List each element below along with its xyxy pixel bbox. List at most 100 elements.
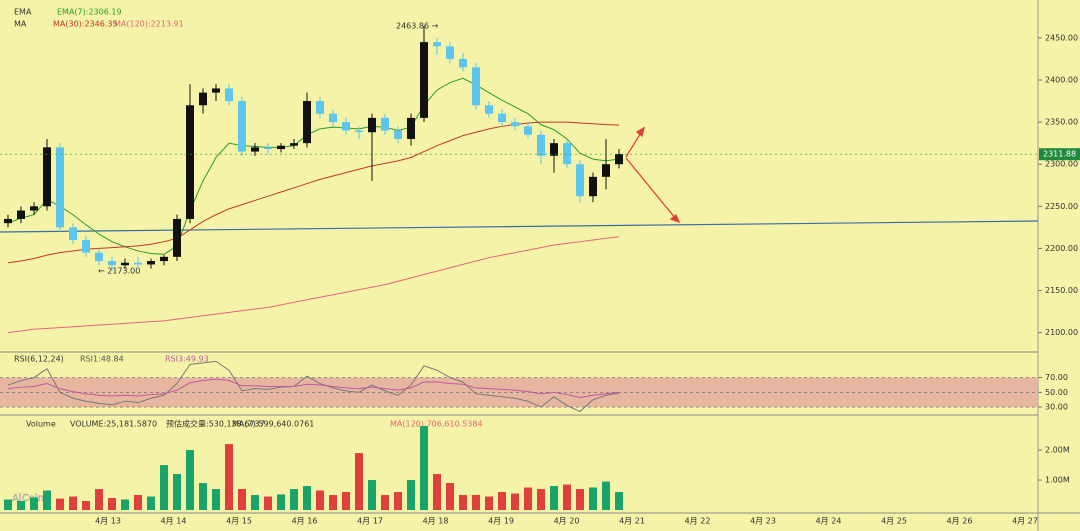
- volume-bar: [251, 495, 259, 510]
- candle-body: [160, 256, 168, 262]
- indicator-line: [7, 236, 620, 334]
- x-tick-label: 4月 18: [423, 517, 449, 526]
- candle-body: [69, 227, 77, 240]
- volume-bar: [4, 499, 12, 510]
- volume-bar: [576, 489, 584, 510]
- volume-bar: [472, 495, 480, 510]
- candle-body: [576, 164, 584, 197]
- candle-body: [381, 117, 389, 131]
- volume-bar: [212, 489, 220, 510]
- candle-body: [537, 134, 545, 156]
- volume-bar: [43, 490, 51, 510]
- volume-bar: [69, 496, 77, 510]
- y-tick-label: 30.00: [1045, 403, 1068, 412]
- legend-entry: VOLUME:25,181.5870: [70, 420, 157, 429]
- legend-entry: MA(120):706,610.5384: [390, 420, 483, 429]
- y-tick-label: 2200.00: [1045, 244, 1078, 253]
- x-tick-label: 4月 20: [554, 517, 580, 526]
- volume-bar: [225, 444, 233, 510]
- volume-bar: [82, 501, 90, 510]
- candle-body: [264, 147, 272, 150]
- volume-bar: [446, 483, 454, 510]
- candle-body: [407, 117, 415, 139]
- candle-body: [472, 67, 480, 106]
- arrows: [625, 126, 681, 224]
- x-tick-label: 4月 19: [488, 517, 514, 526]
- volume-bar: [602, 481, 610, 510]
- candle-body: [225, 88, 233, 102]
- volume-bar: [147, 496, 155, 510]
- volume-bar: [563, 484, 571, 510]
- candle-body: [394, 130, 402, 139]
- x-tick-label: 4月 23: [750, 517, 776, 526]
- x-tick-label: 4月 24: [816, 517, 842, 526]
- y-tick-label: 2250.00: [1045, 202, 1078, 211]
- y-tick-label: 2300.00: [1045, 160, 1078, 169]
- candle-body: [563, 143, 571, 165]
- candle-body: [498, 113, 506, 123]
- y-tick-label: 2150.00: [1045, 286, 1078, 295]
- x-tick-label: 4月 17: [357, 517, 383, 526]
- candle-body: [56, 147, 64, 228]
- x-tick-label: 4月 13: [95, 517, 121, 526]
- candle-body: [316, 101, 324, 114]
- y-tick-label: 2450.00: [1045, 33, 1078, 42]
- candle-body: [147, 261, 155, 265]
- candle-body: [251, 147, 259, 152]
- legend-title: EMA: [14, 8, 32, 17]
- volume-bar: [329, 495, 337, 510]
- candle-body: [95, 252, 103, 262]
- volume-bar: [485, 496, 493, 510]
- volume-bar: [95, 489, 103, 510]
- volume-bar: [316, 490, 324, 510]
- candle-body: [329, 113, 337, 123]
- volume-bar: [290, 489, 298, 510]
- legend-entry: 预估成交量:530,138.6737: [166, 419, 265, 429]
- candle-body: [550, 143, 558, 156]
- candle-body: [615, 154, 623, 165]
- volume-bar: [134, 495, 142, 510]
- indicator-line: [7, 360, 620, 413]
- candle-body: [420, 42, 428, 118]
- candle-body: [238, 101, 246, 152]
- x-tick-label: 4月 15: [226, 517, 252, 526]
- candle-body: [17, 210, 25, 219]
- last-price-box: [1039, 148, 1080, 161]
- legend-entry: MA(7):599,640.0761: [232, 420, 314, 429]
- volume-bar: [238, 489, 246, 510]
- legend-entry: RSI3:49.93: [165, 355, 209, 364]
- y-tick-label: 50.00: [1045, 388, 1068, 397]
- candle-body: [199, 92, 207, 106]
- candle-body: [43, 147, 51, 207]
- x-tick-label: 4月 25: [881, 517, 907, 526]
- y-tick-label: 2.00M: [1045, 446, 1070, 455]
- candle-body: [212, 88, 220, 93]
- candle-body: [446, 46, 454, 59]
- volume-bar: [394, 492, 402, 510]
- annotation: 2463.86 →: [396, 22, 439, 31]
- indicator-line: [7, 77, 620, 255]
- volume-bar: [121, 499, 129, 510]
- legend-entry: MA(30):2346.35: [53, 20, 118, 29]
- volume-bar: [342, 492, 350, 510]
- candle-body: [589, 176, 597, 197]
- candle-body: [277, 145, 285, 150]
- volume-bar: [459, 495, 467, 510]
- candle-body: [82, 240, 90, 253]
- volume-bar: [550, 486, 558, 510]
- candle-body: [355, 130, 363, 133]
- volume-bar: [420, 426, 428, 510]
- volume-bar: [160, 465, 168, 510]
- y-tick-label: 2350.00: [1045, 118, 1078, 127]
- candle-body: [30, 206, 38, 211]
- x-tick-label: 4月 16: [292, 517, 318, 526]
- indicator-line: [7, 121, 620, 264]
- volume-bar: [277, 494, 285, 510]
- y-tick-label: 70.00: [1045, 373, 1068, 382]
- panel-title: Volume: [26, 420, 56, 429]
- x-tick-label: 4月 27: [1012, 517, 1038, 526]
- volume-bar: [537, 489, 545, 510]
- candle-body: [173, 218, 181, 257]
- candle-body: [4, 218, 12, 224]
- volume-bar: [17, 501, 25, 510]
